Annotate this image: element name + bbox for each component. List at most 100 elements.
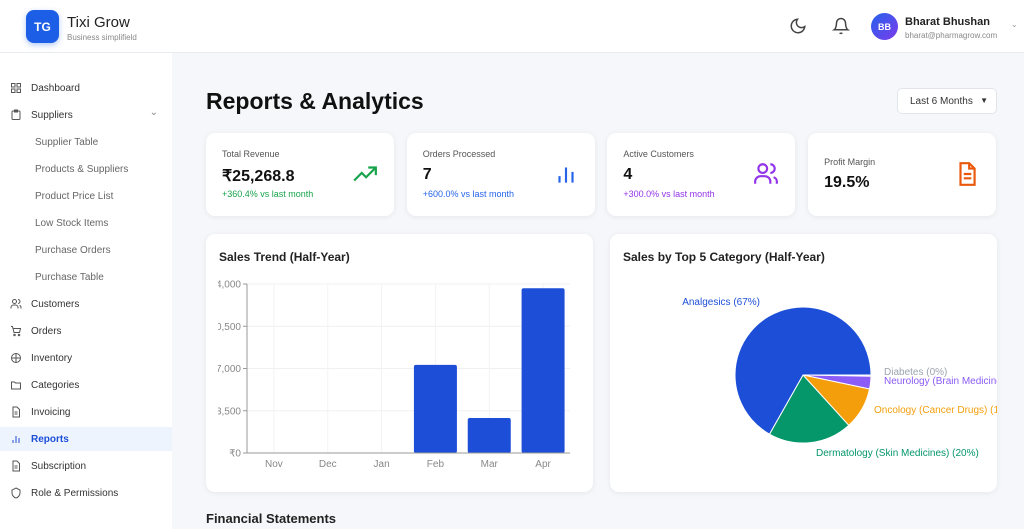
kpi-value: ₹25,268.8 — [222, 168, 295, 185]
cart-icon — [11, 326, 22, 337]
sidebar-item-purchase-table[interactable]: Purchase Table — [0, 265, 172, 289]
kpi-change: +300.0% vs last month — [623, 189, 715, 199]
file-icon — [12, 460, 20, 472]
sidebar-item-label: Role & Permissions — [31, 487, 119, 499]
sidebar-item-invoicing[interactable]: Invoicing — [0, 400, 172, 424]
sidebar-item-label: Product Price List — [35, 190, 114, 202]
y-tick-label: ₹0 — [229, 449, 241, 460]
chart-title: Sales Trend (Half-Year) — [219, 250, 350, 264]
x-tick-label: Dec — [319, 459, 337, 470]
folder-icon — [11, 381, 21, 390]
chevron-down-icon[interactable]: ⌄ — [149, 107, 158, 118]
kpi-card-profit-margin: Profit Margin 19.5% — [808, 133, 997, 216]
category-card: Sales by Top 5 Category (Half-Year) Diab… — [610, 234, 997, 492]
kpi-card-total-revenue: Total Revenue ₹25,268.8 +360.4% vs last mo… — [206, 133, 394, 216]
pie-label: Dermatology (Skin Medicines) (20%) — [816, 448, 979, 459]
category-pie-chart: Diabetes (0%)Neurology (Brain Medicines)… — [682, 297, 997, 459]
pie-slice[interactable] — [768, 374, 850, 444]
chevron-down-icon[interactable]: ⌄ — [1011, 20, 1018, 29]
clipboard-icon — [11, 109, 21, 120]
app-name: Tixi Grow — [67, 14, 130, 31]
chevron-down-icon: ▼ — [980, 96, 988, 105]
sidebar-item-subscription[interactable]: Subscription — [0, 454, 172, 478]
bar-feb[interactable] — [413, 364, 457, 453]
kpi-card-orders-processed: Orders Processed 7 +600.0% vs last month — [406, 133, 595, 216]
user-name[interactable]: Bharat Bhushan — [905, 16, 990, 28]
y-tick-label: ₹14,000 — [206, 280, 241, 291]
logo: TG — [26, 10, 59, 43]
pie-label: Analgesics (67%) — [682, 297, 760, 308]
moon-icon[interactable] — [789, 17, 807, 35]
financial-statements-heading: Financial Statements — [206, 511, 337, 526]
document-icon — [959, 162, 976, 186]
sidebar-item-low-stock-items[interactable]: Low Stock Items — [0, 211, 172, 235]
x-tick-label: Nov — [265, 459, 283, 470]
sidebar-item-label: Categories — [31, 379, 80, 391]
sidebar-item-label: Dashboard — [31, 82, 80, 94]
user-email: bharat@pharmagrow.com — [905, 31, 998, 40]
sidebar-item-label: Orders — [31, 325, 62, 337]
pie-slice[interactable] — [734, 306, 872, 435]
y-tick-label: ₹10,500 — [206, 322, 241, 333]
sidebar-item-supplier-table[interactable]: Supplier Table — [0, 130, 172, 154]
sidebar-item-label: Suppliers — [31, 109, 73, 121]
file-icon — [12, 406, 20, 418]
y-tick-label: ₹7,000 — [210, 364, 242, 375]
sidebar-item-role-permissions[interactable]: Role & Permissions — [0, 481, 172, 505]
sidebar-item-label: Supplier Table — [35, 136, 99, 148]
sidebar-item-categories[interactable]: Categories — [0, 373, 172, 397]
sidebar-item-inventory[interactable]: Inventory — [0, 346, 172, 370]
bell-icon[interactable] — [832, 17, 850, 35]
kpi-label: Profit Margin — [824, 157, 876, 167]
kpi-value: 7 — [422, 166, 432, 183]
top-header: TG Tixi Grow Business simplifield BB Bha… — [0, 0, 1024, 53]
sidebar-item-purchase-orders[interactable]: Purchase Orders — [0, 238, 172, 262]
period-select[interactable]: Last 6 Months ▼ — [897, 88, 997, 114]
sidebar-item-dashboard[interactable]: Dashboard — [0, 76, 172, 100]
pie-label: Diabetes (0%) — [884, 367, 947, 378]
sidebar-item-label: Reports — [31, 433, 69, 445]
sidebar-item-label: Products & Suppliers — [35, 163, 129, 175]
sidebar-item-label: Purchase Table — [35, 271, 104, 283]
bar-chart-icon — [12, 436, 20, 443]
sales-trend-chart: ₹0 ₹3,500 ₹7,000 ₹10,500 ₹14,000 Nov Dec Jan Feb… — [206, 280, 570, 470]
x-tick-label: Feb — [427, 459, 445, 470]
sidebar-item-suppliers[interactable]: Suppliers ⌄ — [0, 103, 172, 127]
x-tick-label: Mar — [481, 459, 499, 470]
sidebar-item-label: Subscription — [31, 460, 87, 472]
kpi-label: Orders Processed — [422, 149, 496, 159]
users-icon — [754, 163, 779, 184]
kpi-value: 4 — [623, 166, 633, 183]
page-title: Reports & Analytics — [206, 88, 424, 114]
shield-icon — [11, 487, 21, 499]
sidebar-item-label: Customers — [31, 298, 80, 310]
sidebar-item-customers[interactable]: Customers — [0, 292, 172, 316]
sales-trend-card: Sales Trend (Half-Year) ₹0 ₹3,500 ₹7,000 ₹1… — [206, 234, 593, 492]
sidebar-item-label: Inventory — [31, 352, 73, 364]
kpi-label: Active Customers — [623, 149, 694, 159]
kpi-card-active-customers: Active Customers 4 +300.0% vs last month — [607, 133, 796, 216]
bar-chart-icon — [558, 167, 574, 183]
x-tick-label: Apr — [535, 459, 551, 470]
kpi-change: +360.4% vs last month — [222, 189, 314, 199]
pie-label: Neurology (Brain Medicines) (3%) — [884, 376, 997, 387]
trending-up-icon — [353, 166, 377, 182]
sidebar-item-orders[interactable]: Orders — [0, 319, 172, 343]
kpi-label: Total Revenue — [222, 149, 280, 159]
kpi-value: 19.5% — [824, 174, 870, 191]
sidebar-item-product-price-list[interactable]: Product Price List — [0, 184, 172, 208]
sidebar-item-label: Invoicing — [31, 406, 71, 418]
x-tick-label: Jan — [374, 459, 390, 470]
avatar[interactable]: BB — [871, 13, 898, 40]
pie-label: Oncology (Cancer Drugs) (10%) — [874, 405, 997, 416]
kpi-change: +600.0% vs last month — [422, 189, 514, 199]
sidebar-item-label: Purchase Orders — [35, 244, 111, 256]
sidebar-item-reports[interactable]: Reports — [0, 427, 172, 451]
bar-apr[interactable] — [521, 288, 565, 453]
period-value: Last 6 Months — [910, 95, 973, 107]
users-icon — [10, 299, 22, 309]
grid-icon — [11, 83, 21, 93]
bar-mar[interactable] — [467, 417, 511, 453]
box-icon — [11, 353, 21, 363]
sidebar-item-products-suppliers[interactable]: Products & Suppliers — [0, 157, 172, 181]
